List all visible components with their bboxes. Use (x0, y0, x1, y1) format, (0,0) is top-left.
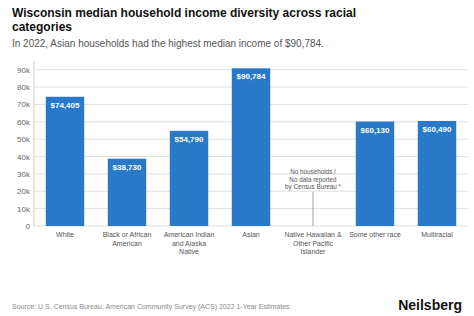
bar (170, 131, 208, 226)
text-line: Native Hawaiian & (284, 231, 342, 238)
title: Wisconsin median household income divers… (12, 6, 356, 34)
y-tick-label: 30k (17, 170, 31, 179)
text-line: and Alaska (172, 240, 206, 247)
brand: Neilsberg (398, 297, 462, 313)
text-line: White (56, 231, 74, 238)
source: Source: U.S. Census Bureau, American Com… (12, 303, 290, 311)
y-tick-label: 50k (17, 135, 31, 144)
text-line: Some other race (349, 231, 401, 238)
x-tick-label: White (56, 231, 74, 238)
bar (108, 159, 146, 226)
data-label: $54,790 (175, 135, 204, 144)
text-line: Islander (301, 248, 327, 255)
data-label: $74,405 (51, 101, 80, 110)
x-tick-label: Black or African American (103, 231, 152, 247)
text-line: by Census Bureau * (285, 183, 342, 191)
y-axis-line (34, 61, 35, 226)
text-line: American (112, 240, 142, 247)
x-tick-label: Native Hawaiian & Other PacificIslander (284, 231, 342, 255)
x-tick-label: Asian (242, 231, 260, 238)
y-tick-label: 80k (17, 83, 31, 92)
y-tick-label: 40k (17, 153, 31, 162)
text-line: categories (12, 20, 72, 34)
text-line: No households / (290, 168, 336, 175)
bars (46, 68, 456, 226)
text-line: Other Pacific (293, 240, 334, 247)
subtitle: In 2022, Asian households had the highes… (12, 38, 324, 49)
text-line: American Indian (164, 231, 215, 238)
text-line: Asian (242, 231, 260, 238)
annotation-line (313, 192, 314, 226)
x-tick-label: Multiracial (421, 231, 453, 238)
text-line: Native (179, 248, 199, 255)
text-line: Black or African (103, 231, 152, 238)
x-tick-label: Some other race (349, 231, 401, 238)
chart: Wisconsin median household income divers… (0, 0, 474, 316)
text-line: Wisconsin median household income divers… (12, 6, 356, 20)
y-tick-label: 60k (17, 118, 31, 127)
y-tick-label: 0 (26, 222, 31, 231)
data-label: $38,730 (113, 163, 142, 172)
text-line: Multiracial (421, 231, 453, 238)
x-tick-label: American Indian and AlaskaNative (164, 231, 215, 255)
data-label: $60,130 (361, 126, 390, 135)
data-label: $60,490 (423, 125, 452, 134)
data-label: $90,784 (237, 72, 266, 81)
bar (46, 97, 84, 226)
y-tick-label: 20k (17, 187, 31, 196)
y-tick-label: 70k (17, 100, 31, 109)
bar (356, 122, 394, 226)
y-tick-label: 90k (17, 66, 31, 75)
annotation: No households /No data reportedby Census… (285, 168, 342, 191)
bar (232, 68, 270, 226)
bar (418, 121, 456, 226)
y-tick-label: 10k (17, 205, 31, 214)
